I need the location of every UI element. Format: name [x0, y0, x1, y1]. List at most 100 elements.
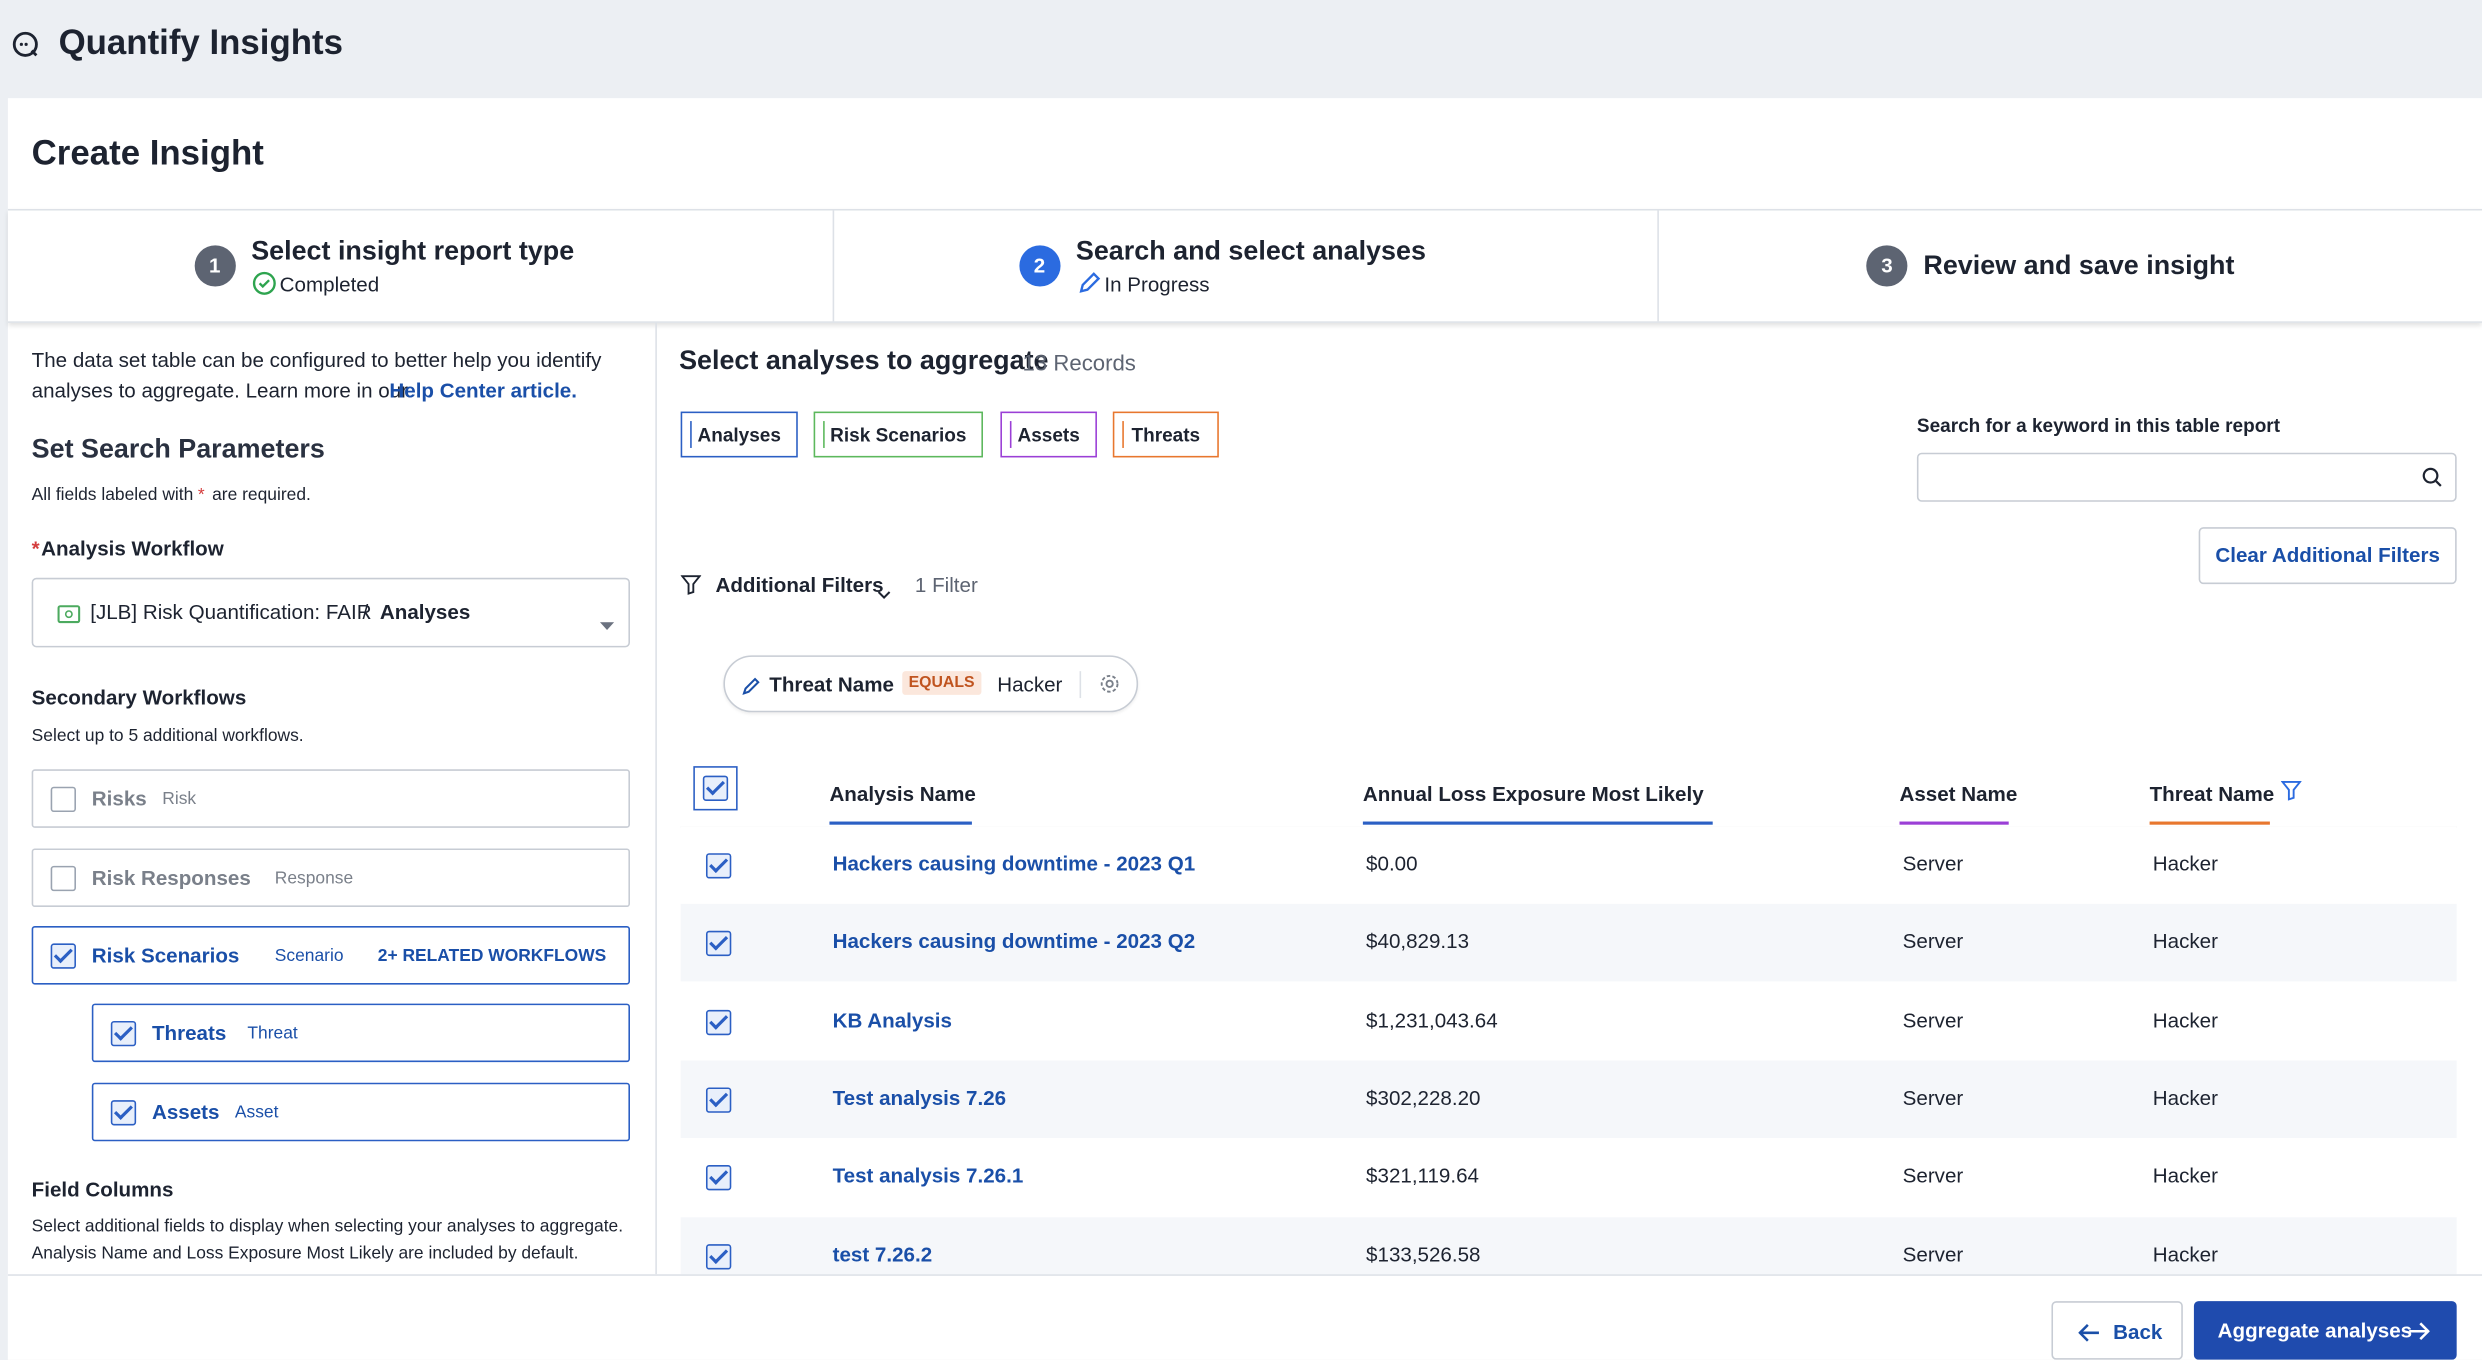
cell: $1,231,043.64: [1366, 1007, 1498, 1032]
left-panel: The data set table can be configured to …: [8, 322, 657, 1275]
analysis-link[interactable]: Hackers causing downtime - 2023 Q2: [832, 929, 1196, 954]
column-filter-icon: [2280, 780, 2302, 808]
checkbox[interactable]: [705, 853, 732, 879]
checkbox[interactable]: [705, 1243, 732, 1269]
checkbox[interactable]: [705, 1165, 732, 1191]
tab-bar: [823, 421, 825, 448]
clear-filters-button[interactable]: Clear Additional Filters: [2198, 527, 2457, 585]
workflow-option[interactable]: Risks Risk: [31, 769, 630, 828]
filters-toggle[interactable]: Additional Filters: [715, 573, 884, 597]
aggregate-button[interactable]: Aggregate analyses: [2193, 1301, 2457, 1360]
workflow-value: [JLB] Risk Quantification: FAIR: [90, 599, 372, 624]
workflow-option[interactable]: Threats Threat: [91, 1003, 630, 1063]
column-header[interactable]: Analysis Name: [829, 781, 976, 806]
workflow-option[interactable]: Assets Asset: [91, 1082, 630, 1142]
workflow-sep: /: [362, 599, 369, 624]
settings-icon: [1099, 673, 1121, 703]
column-underline: [2149, 821, 2270, 825]
cell: Server: [1902, 1163, 1964, 1188]
tab-bar: [690, 421, 692, 448]
table-row: Test analysis 7.26 $302,228.20 Server Hacke…: [680, 1060, 2457, 1138]
column-header[interactable]: Asset Name: [1899, 781, 2018, 806]
option-name: Assets: [151, 1100, 220, 1124]
required-star: *: [31, 536, 40, 561]
checkbox[interactable]: [705, 1009, 732, 1035]
tab-label: Risk Scenarios: [830, 424, 967, 447]
checkbox[interactable]: [110, 1100, 137, 1126]
table-row: Test analysis 7.26.1 $321,119.64 Server Hac…: [680, 1138, 2457, 1216]
field-label: Analysis Workflow: [41, 536, 224, 561]
option-name: Threats: [151, 1020, 227, 1045]
checkbox[interactable]: [50, 786, 76, 813]
cell: $40,829.13: [1366, 929, 1470, 954]
column-header[interactable]: Threat Name: [2149, 781, 2275, 806]
option-name: Risk Responses: [91, 865, 251, 890]
search-icon: [2422, 467, 2443, 495]
cell: Server: [1902, 1085, 1964, 1110]
page-title: Create Insight: [31, 132, 264, 173]
analysis-link[interactable]: test 7.26.2: [832, 1241, 933, 1266]
option-name: Risk Scenarios: [91, 943, 240, 968]
checkbox[interactable]: [50, 943, 76, 969]
checkbox[interactable]: [705, 931, 732, 957]
step-divider: [832, 210, 835, 322]
chip-divider: [1079, 671, 1082, 699]
tab[interactable]: Risk Scenarios: [813, 411, 983, 458]
workflow-option[interactable]: Risk Responses Response: [31, 848, 630, 908]
step-divider: [1657, 210, 1659, 322]
filter-chip[interactable]: Threat Name EQUALS Hacker: [723, 655, 1139, 713]
chevron: [877, 579, 891, 607]
option-type: Risk: [162, 789, 197, 809]
analysis-link[interactable]: Hackers causing downtime - 2023 Q1: [832, 851, 1196, 876]
required-note: All fields labeled with: [31, 485, 194, 505]
step-status: In Progress: [1104, 272, 1210, 297]
stepper: 1 Select insight report type Completed 2 Sea…: [7, 208, 2482, 323]
checkbox[interactable]: [705, 1087, 732, 1113]
cell: Hacker: [2152, 1241, 2218, 1266]
main-panel: Select analyses to aggregate 13 Records An…: [657, 323, 2482, 1275]
step-number: 2: [1018, 245, 1061, 287]
tab-label: Assets: [1017, 424, 1080, 447]
cell: Server: [1902, 1241, 1964, 1266]
step-title: Select insight report type: [251, 235, 575, 266]
dropdown-arrow: [599, 609, 615, 637]
table-row: Hackers causing downtime - 2023 Q2 $40,82…: [680, 904, 2457, 982]
edit-icon: [741, 674, 762, 702]
cell: Hacker: [2152, 929, 2218, 954]
section-heading: Set Search Parameters: [31, 433, 325, 464]
required-note: are required.: [212, 485, 311, 505]
related-workflows: 2+ RELATED WORKFLOWS: [377, 946, 607, 966]
tab[interactable]: Assets: [1000, 411, 1097, 458]
arrow-left: [2078, 1322, 2100, 1350]
analysis-link[interactable]: KB Analysis: [832, 1007, 952, 1032]
cell: Hacker: [2152, 1007, 2218, 1032]
search-input[interactable]: [1916, 452, 2457, 502]
tab[interactable]: Threats: [1112, 411, 1219, 458]
top-bar: Quantify Insights: [0, 0, 2482, 99]
checkbox[interactable]: [50, 865, 76, 892]
filter-field: Threat Name: [769, 672, 894, 697]
analysis-link[interactable]: Test analysis 7.26: [832, 1085, 1007, 1110]
tab-bar: [1122, 421, 1124, 448]
filter-operator: EQUALS: [902, 671, 981, 695]
checkbox[interactable]: [702, 775, 729, 801]
analysis-link[interactable]: Test analysis 7.26.1: [832, 1163, 1024, 1188]
option-type: Threat: [247, 1024, 298, 1044]
table-row: KB Analysis $1,231,043.64 Server Hacker: [680, 982, 2457, 1060]
tab[interactable]: Analyses: [680, 411, 798, 458]
step-number: 1: [194, 245, 236, 287]
tab-label: Analyses: [697, 424, 781, 447]
workflow-sub: Analyses: [379, 599, 471, 624]
intro-text: The data set table can be configured to …: [31, 348, 602, 372]
workflow-option[interactable]: Risk Scenarios Scenario 2+ RELATED WORKFLO…: [31, 926, 630, 985]
help-link[interactable]: Help Center article.: [389, 378, 577, 403]
cell: Hacker: [2152, 1085, 2218, 1110]
cell: Server: [1902, 929, 1964, 954]
workflow-select[interactable]: [JLB] Risk Quantification: FAIR / Analyses: [31, 577, 630, 648]
column-header[interactable]: Annual Loss Exposure Most Likely: [1362, 781, 1704, 806]
cell: Hacker: [2152, 851, 2218, 876]
checkbox[interactable]: [110, 1020, 137, 1047]
back-button[interactable]: Back: [2051, 1301, 2183, 1360]
intro-text: analyses to aggregate. Learn more in our: [31, 378, 409, 403]
